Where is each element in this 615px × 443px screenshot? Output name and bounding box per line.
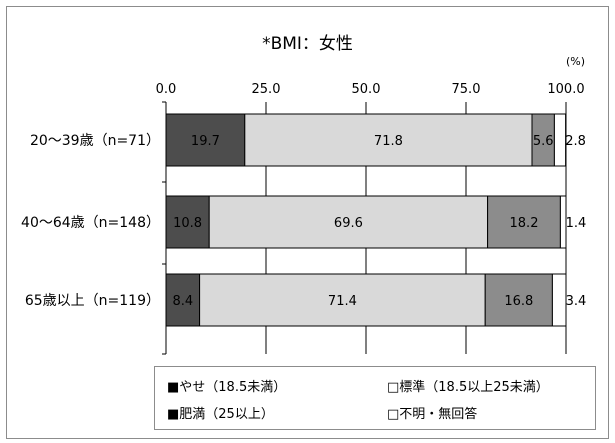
legend-item-normal: □標準（18.5以上25未満） bbox=[387, 376, 549, 395]
bar-segment bbox=[553, 113, 567, 167]
category-label: 65歳以上（n=119） bbox=[25, 293, 160, 309]
x-tick-label: 25.0 bbox=[252, 82, 281, 97]
bar-segment bbox=[165, 113, 246, 167]
bar-segment bbox=[487, 195, 561, 249]
legend: ■やせ（18.5未満） □標準（18.5以上25未満） ■肥満（25以上） □不… bbox=[154, 366, 596, 430]
bar-layer bbox=[165, 113, 567, 327]
bar-segment bbox=[208, 195, 489, 249]
axis-layer: 0.0 25.0 50.0 75.0 100.0 20〜39歳（n=71） 40〜64歳（n… bbox=[21, 82, 585, 355]
bar-segment bbox=[199, 273, 486, 327]
category-label: 20〜39歳（n=71） bbox=[30, 133, 160, 149]
bar-segment bbox=[484, 273, 553, 327]
data-label: 71.4 bbox=[328, 294, 357, 309]
legend-label-obese: ■肥満（25以上） bbox=[167, 407, 274, 422]
category-label: 40〜64歳（n=148） bbox=[21, 215, 160, 231]
chart-title: *BMI：女性 bbox=[262, 34, 353, 54]
bar-segment bbox=[551, 273, 567, 327]
bar-segment bbox=[165, 195, 210, 249]
x-tick-label: 75.0 bbox=[452, 82, 481, 97]
legend-item-thin: ■やせ（18.5未満） bbox=[167, 376, 286, 395]
x-tick-label: 0.0 bbox=[156, 82, 177, 97]
data-label: 1.4 bbox=[566, 216, 587, 231]
data-label: 71.8 bbox=[374, 134, 403, 149]
bar-segment bbox=[165, 273, 201, 327]
x-tick-label: 100.0 bbox=[547, 82, 584, 97]
data-label: 16.8 bbox=[504, 294, 533, 309]
data-label: 5.6 bbox=[533, 134, 554, 149]
bar-segment bbox=[559, 195, 567, 249]
label-layer: 19.7 71.8 5.6 2.8 10.8 69.6 18.2 1.4 8.4 71.4 16.8… bbox=[172, 134, 586, 309]
x-tick-label: 50.0 bbox=[352, 82, 381, 97]
data-label: 18.2 bbox=[510, 216, 539, 231]
legend-label-thin: ■やせ（18.5未満） bbox=[167, 380, 287, 395]
data-label: 69.6 bbox=[334, 216, 363, 231]
legend-label-unknown: □不明・無回答 bbox=[387, 407, 478, 422]
data-label: 19.7 bbox=[191, 134, 220, 149]
legend-item-unknown: □不明・無回答 bbox=[387, 403, 477, 422]
unit-label: (%) bbox=[566, 55, 586, 68]
legend-item-obese: ■肥満（25以上） bbox=[167, 403, 274, 422]
data-label: 10.8 bbox=[173, 216, 202, 231]
data-label: 2.8 bbox=[565, 134, 586, 149]
data-label: 3.4 bbox=[566, 294, 587, 309]
data-label: 8.4 bbox=[172, 294, 193, 309]
legend-label-normal: □標準（18.5以上25未満） bbox=[387, 380, 549, 395]
